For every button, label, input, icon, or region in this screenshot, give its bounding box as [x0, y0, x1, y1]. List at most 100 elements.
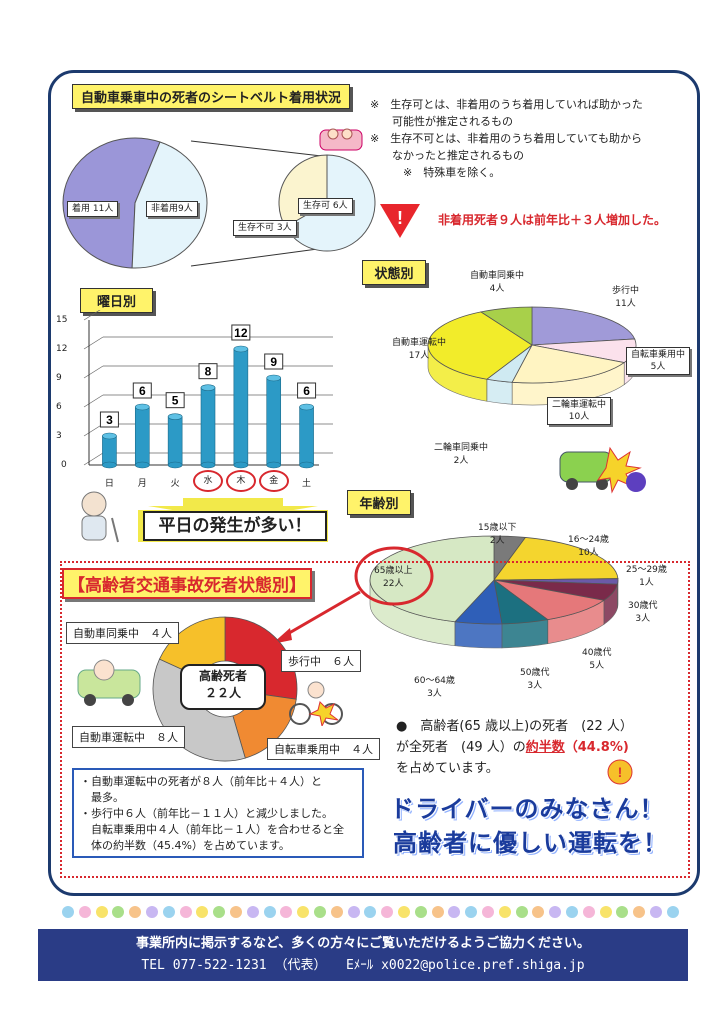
- decorative-dot: [62, 906, 74, 918]
- weekday-banner: 平日の発生が多い！: [143, 511, 327, 541]
- statement-line: ● 高齢者(65 歳以上)の死者 (22 人）: [396, 719, 633, 734]
- pie-slice-自動車同乗中: [479, 306, 533, 346]
- bar-base-月: [134, 461, 150, 469]
- alert-figure-illustration: !: [607, 759, 633, 785]
- gridline: [83, 365, 104, 379]
- belt-note-line: なかったと推定されるもの: [370, 149, 524, 162]
- over65-callout: [272, 546, 434, 644]
- bar-label-box-月: [132, 382, 152, 399]
- pie-slice-歩行中: [531, 306, 636, 346]
- pie-slice-40歳代: [493, 579, 605, 621]
- status-label-bicycle: 自転車乗用中 5人: [626, 347, 691, 375]
- bar-月: [134, 406, 150, 466]
- y-tick: 3: [56, 431, 62, 441]
- belt-label-not-wearing: 非着用9人: [146, 201, 198, 217]
- elderly-walker-illustration: [81, 491, 119, 543]
- belt-label-unsurvivable: 生存不可 3人: [233, 220, 297, 236]
- decorative-dot: [297, 906, 310, 918]
- slogan-line-1: ドライバーのみなさん！: [390, 795, 665, 823]
- decorative-dot: [364, 906, 377, 918]
- weekday-label-日: 日: [104, 479, 114, 489]
- weekday-bar-chart: 3 6 5 8 12 9 6: [83, 310, 333, 469]
- decorative-dot: [112, 906, 125, 918]
- bar-base-日: [102, 461, 117, 469]
- age-label-16-24: 16～24歳 10人: [568, 535, 609, 558]
- bar-木: [233, 348, 249, 466]
- elderly-label-bicycle: 自転車乗用中 ４人: [267, 738, 380, 760]
- age-pie: [369, 535, 619, 649]
- status-pie: [427, 306, 637, 406]
- decorative-dot: [414, 906, 427, 918]
- decorative-dot: [78, 906, 91, 918]
- bar-label-box-木: [231, 324, 251, 341]
- gridline: [83, 452, 104, 466]
- decorative-dot: [129, 906, 142, 918]
- pie-side-二輪車同乗中: [486, 378, 513, 405]
- gridline: [83, 310, 101, 321]
- belt-label-survivable: 生存可 6人: [298, 198, 353, 214]
- age-label-25-29: 25～29歳 1人: [626, 565, 667, 588]
- belt-note-line: ※ 特殊車を除く。: [370, 166, 501, 179]
- bar-value-label-土: 6: [303, 384, 310, 398]
- bar-top-月: [134, 403, 150, 411]
- decorative-dot: [465, 906, 478, 918]
- belt-section-title: 自動車乗車中の死者のシートベルト着用状況: [72, 84, 351, 109]
- bar-value-label-月: 6: [139, 384, 146, 398]
- bar-value-label-日: 3: [106, 413, 113, 427]
- belt-notes: ※ 生存可とは、非着用のうち着用していれば助かった 可能性が推定されるもの ※ …: [370, 96, 680, 181]
- decorative-dot: [179, 906, 192, 918]
- decorative-dot: [599, 906, 612, 918]
- bar-top-火: [167, 413, 183, 420]
- age-label-under15: 15歳以下 2人: [478, 523, 517, 546]
- decorative-dot: [666, 906, 679, 918]
- age-label-60-64: 60～64歳 3人: [414, 676, 455, 699]
- y-tick: 6: [56, 402, 62, 412]
- age-label-over65: 65歳以上 22人: [374, 566, 413, 589]
- bar-base-金: [266, 461, 282, 469]
- bar-top-土: [299, 403, 314, 411]
- weekday-label-月: 月: [137, 479, 147, 489]
- decorative-dot: [263, 906, 276, 918]
- bar-value-label-水: 8: [205, 365, 212, 379]
- decorative-dot: [347, 906, 360, 918]
- decorative-dot: [582, 906, 595, 918]
- warning-icon: !: [380, 204, 420, 238]
- elderly-center-label: 高齢死者 ２２人: [180, 664, 266, 710]
- status-label-walking: 歩行中 11人: [612, 286, 640, 309]
- bar-value-label-火: 5: [172, 394, 179, 408]
- decorative-dot: [246, 906, 259, 918]
- bar-火: [167, 416, 183, 466]
- svg-text:!: !: [618, 764, 623, 780]
- decorative-dot: [330, 906, 343, 918]
- elderly-label-car-drive: 自動車運転中 ８人: [72, 726, 185, 748]
- weekday-label-火: 火: [170, 479, 180, 489]
- status-label-moto-ride: 二輪車同乗中 2人: [434, 443, 489, 466]
- y-tick: 12: [56, 344, 68, 354]
- bar-label-box-火: [165, 392, 185, 409]
- decorative-dot: [532, 906, 545, 918]
- belt-label-wearing: 着用 11人: [67, 201, 119, 217]
- bar-base-木: [233, 461, 249, 469]
- decorative-dot: [146, 906, 158, 918]
- bar-base-水: [200, 461, 216, 469]
- belt-note-line: ※ 生存不可とは、非着用のうち着用していても助から: [370, 132, 643, 145]
- collision-illustration: [559, 446, 646, 494]
- age-pie-chart: [369, 535, 619, 649]
- bar-label-box-土: [297, 382, 317, 399]
- age-section-title: 年齢別: [347, 490, 411, 515]
- summary-line: 自転車乗用中４人（前年比－１人）を合わせると全: [80, 823, 344, 836]
- decorative-dot: [280, 906, 293, 918]
- footer-request-text: 事業所内に掲示するなど、多くの方々にご覧いただけるようご協力ください。: [135, 936, 591, 951]
- gridline: [83, 336, 104, 350]
- decorative-dot: [448, 906, 461, 918]
- decorative-dot: [633, 906, 646, 918]
- elderly-label-car-ride: 自動車同乗中 ４人: [66, 622, 179, 644]
- decorative-dot: [498, 906, 511, 918]
- elderly-statement: ● 高齢者(65 歳以上)の死者 (22 人） が全死者 (49 人）の約半数（…: [396, 716, 633, 779]
- weekday-label-金: 金: [258, 470, 289, 492]
- decorative-dot: [482, 906, 494, 918]
- bar-top-水: [200, 384, 216, 391]
- svg-text:!: !: [397, 208, 403, 228]
- bar-top-日: [102, 432, 117, 440]
- status-label-car-ride: 自動車同乗中 4人: [470, 271, 525, 294]
